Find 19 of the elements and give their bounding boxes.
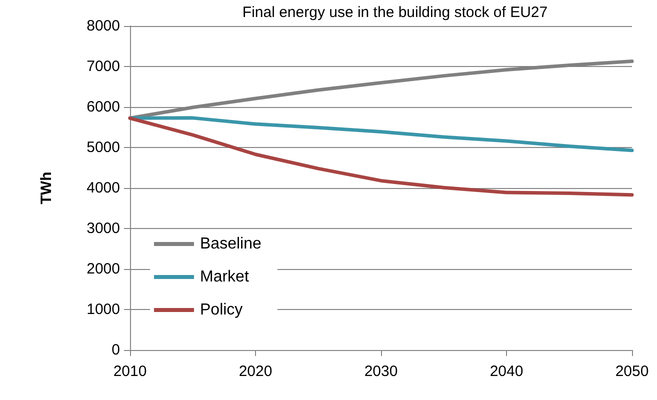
y-tick-label: 6000 xyxy=(86,98,120,116)
x-tick-label: 2030 xyxy=(364,363,398,380)
y-tick-label: 4000 xyxy=(86,180,120,196)
x-tick-label: 2050 xyxy=(615,363,649,380)
y-axis-title: TWh xyxy=(38,172,55,204)
y-tick-label: 0 xyxy=(112,342,120,358)
x-tick-label: 2010 xyxy=(113,363,147,380)
y-tick-label: 7000 xyxy=(86,58,120,75)
y-tick-label: 8000 xyxy=(86,18,120,34)
y-tick-label: 5000 xyxy=(86,139,120,156)
legend-label: Policy xyxy=(200,302,243,318)
x-tick-label: 2020 xyxy=(238,363,272,380)
legend-label: Baseline xyxy=(200,236,262,252)
y-tick-label: 2000 xyxy=(86,260,120,278)
chart-title: Final energy use in the building stock of EU27 xyxy=(242,4,548,21)
legend-label: Market xyxy=(200,268,250,286)
y-tick-label: 3000 xyxy=(86,220,120,237)
x-tick-label: 2040 xyxy=(490,363,524,380)
y-tick-label: 1000 xyxy=(86,301,120,318)
